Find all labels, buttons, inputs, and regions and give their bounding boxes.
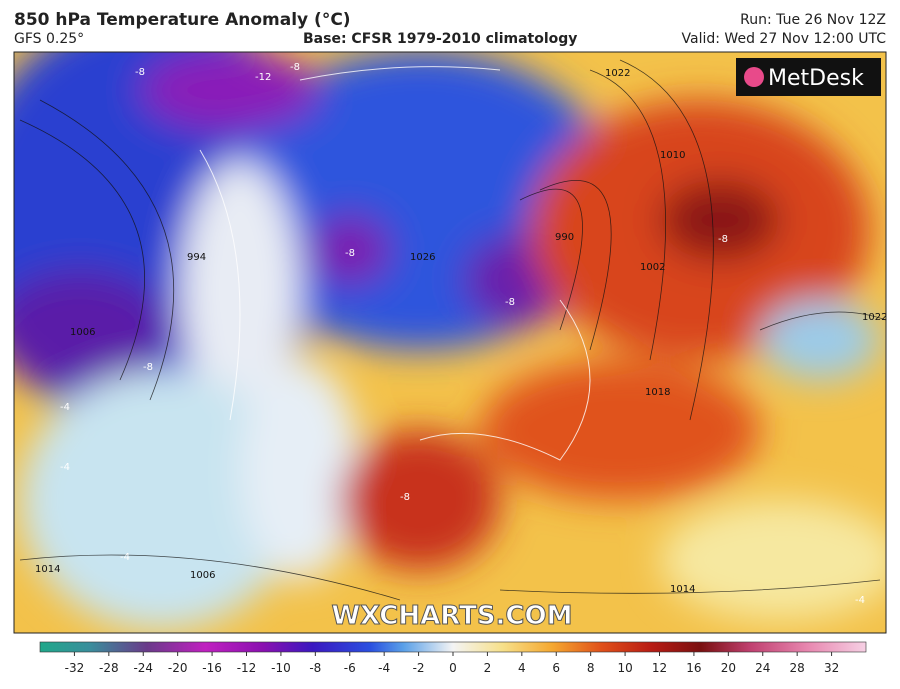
contour-label: 1014	[35, 564, 60, 575]
contour-label: -8	[345, 248, 355, 259]
contour-label: 990	[555, 232, 574, 243]
colorbar-label: -24	[133, 661, 153, 675]
colorbar-label: -2	[413, 661, 425, 675]
contour-label: -8	[400, 492, 410, 503]
colorbar-label: -10	[271, 661, 291, 675]
contour-label: -4	[855, 595, 865, 606]
contour-label: -4	[60, 462, 70, 473]
contour-label: 1026	[410, 252, 435, 263]
colorbar-label: -8	[309, 661, 321, 675]
colorbar-label: 10	[617, 661, 632, 675]
colorbar-label: -16	[202, 661, 222, 675]
contour-label: -12	[255, 72, 271, 83]
field	[14, 52, 886, 633]
colorbar-label: -12	[237, 661, 257, 675]
colorbar-label: 24	[755, 661, 770, 675]
colorbar-label: -20	[168, 661, 188, 675]
contour-label: 1022	[862, 312, 887, 323]
contour-label: 1006	[70, 327, 95, 338]
contour-label: -8	[718, 234, 728, 245]
base: Base: CFSR 1979-2010 climatology	[303, 31, 578, 47]
colorbar-label: 8	[587, 661, 595, 675]
logo: MetDesk	[768, 66, 864, 91]
contour-label: -4	[120, 552, 130, 563]
contour-label: -4	[60, 402, 70, 413]
colorbar-label: -6	[344, 661, 356, 675]
colorbar-label: 32	[824, 661, 839, 675]
contour-label: 1018	[645, 387, 670, 398]
contour-label: -8	[290, 62, 300, 73]
title: 850 hPa Temperature Anomaly (°C)	[14, 10, 351, 30]
colorbar-label: 12	[652, 661, 667, 675]
contour-label: -8	[135, 67, 145, 78]
contour-label: 1006	[190, 570, 215, 581]
colorbar-label: -4	[378, 661, 390, 675]
contour-label: 1022	[605, 68, 630, 79]
contour-label: 1002	[640, 262, 665, 273]
model: GFS 0.25°	[14, 31, 85, 47]
watermark: WXCHARTS.COM	[331, 601, 572, 631]
contour-label: -8	[505, 297, 515, 308]
contour-label: -8	[143, 362, 153, 373]
colorbar	[39, 641, 867, 653]
colorbar-label: 4	[518, 661, 526, 675]
colorbar-label: -32	[65, 661, 85, 675]
colorbar-label: -28	[99, 661, 119, 675]
contour-label: 994	[187, 252, 206, 263]
colorbar-label: 0	[449, 661, 457, 675]
colorbar-label: 6	[552, 661, 560, 675]
colorbar-label: 2	[484, 661, 492, 675]
logo-icon	[744, 67, 764, 87]
valid: Valid: Wed 27 Nov 12:00 UTC	[681, 31, 886, 47]
colorbar-label: 28	[790, 661, 805, 675]
colorbar-label: 16	[686, 661, 701, 675]
run: Run: Tue 26 Nov 12Z	[740, 12, 886, 28]
map-frame	[13, 51, 887, 634]
contour-label: 1010	[660, 150, 685, 161]
colorbar-label: 20	[721, 661, 736, 675]
contour-label: 1014	[670, 584, 695, 595]
